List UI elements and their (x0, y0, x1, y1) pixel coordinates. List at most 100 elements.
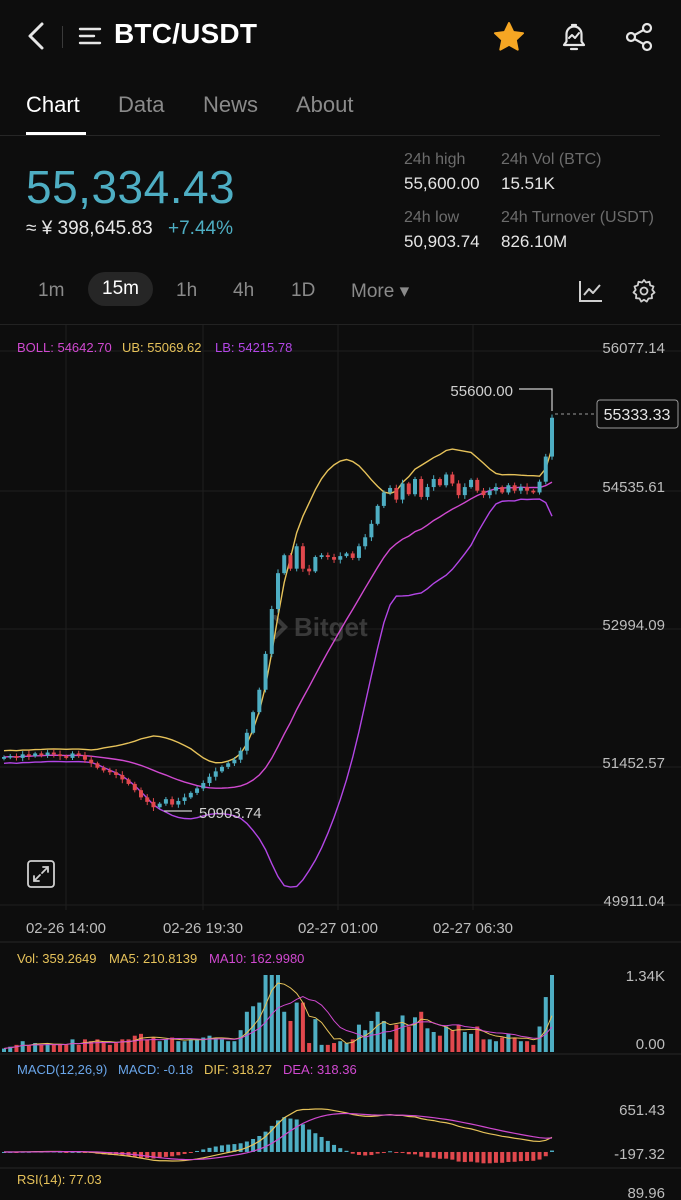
candle-body (332, 557, 337, 560)
low-label: 24h low (404, 209, 460, 226)
macd-histogram-bar (537, 1151, 542, 1160)
volume-bar (469, 1033, 474, 1052)
volume-bar (89, 1041, 94, 1052)
candle-body (170, 799, 175, 805)
bitget-watermark: Bitget (270, 612, 368, 642)
candle-body (313, 557, 318, 572)
candle-body (82, 755, 87, 760)
volume-bar (232, 1041, 237, 1052)
tab-news[interactable]: News (203, 92, 259, 117)
candle-body (493, 487, 498, 491)
macd-histogram-bar (363, 1151, 368, 1156)
macd-histogram-bar (176, 1151, 181, 1156)
candle-body (176, 800, 181, 805)
svg-text:55333.33: 55333.33 (604, 407, 671, 424)
candle-body (356, 546, 361, 558)
boll-middle-band (3, 481, 553, 789)
macd-dif-line (3, 1108, 553, 1162)
volume-bar (406, 1026, 411, 1052)
volume-bar (325, 1044, 330, 1052)
macd-histogram-bar (213, 1146, 218, 1152)
star-icon[interactable] (492, 20, 526, 54)
price-cny: ≈ ¥ 398,645.83 (26, 218, 153, 239)
candle-body (219, 766, 224, 772)
candles (2, 414, 554, 812)
macd-params: MACD(12,26,9) (17, 1062, 107, 1077)
bollinger-bands (3, 447, 553, 888)
top-bar: BTC/USDT (0, 0, 681, 72)
volume-bar (188, 1039, 193, 1052)
macd-histogram-bar (244, 1141, 249, 1152)
back-chevron-icon[interactable] (22, 20, 52, 52)
macd-histogram-bar (313, 1133, 318, 1152)
macd-value: MACD: -0.18 (118, 1062, 193, 1077)
macd-histogram-bar (356, 1151, 361, 1155)
macd-histogram-bar (2, 1151, 6, 1153)
volume-bar (163, 1039, 168, 1052)
macd-histogram-bar (70, 1151, 75, 1153)
volume-bar (2, 1048, 6, 1052)
indicator-chart-icon[interactable] (578, 279, 604, 303)
tab-about[interactable]: About (296, 92, 354, 117)
boll-mid-legend: BOLL: 54642.70 (17, 340, 112, 355)
candle-body (375, 505, 380, 524)
interval-more[interactable]: More ▾ (351, 281, 410, 302)
volume-ma10-line (3, 995, 553, 1050)
candle-body (381, 492, 386, 506)
volume-bar (462, 1032, 467, 1052)
volume-bar (45, 1043, 50, 1052)
volume-bar (107, 1044, 112, 1052)
interval-15m[interactable]: 15m (88, 272, 153, 306)
candle-body (126, 779, 131, 784)
candlestick-chart[interactable]: Bitget BOLL: 54642.70 UB: 55069.62 LB: 5… (0, 325, 681, 1200)
interval-1h[interactable]: 1h (176, 280, 198, 301)
candle-body (89, 759, 94, 764)
tab-chart[interactable]: Chart (26, 92, 80, 117)
trading-pair-title[interactable]: BTC/USDT (114, 18, 258, 49)
volume-bar (101, 1043, 106, 1052)
tab-data[interactable]: Data (118, 92, 165, 117)
macd-histogram-bar (394, 1151, 399, 1153)
macd-histogram-bar (263, 1131, 268, 1152)
volume-bar (244, 1011, 249, 1052)
interval-1d[interactable]: 1D (291, 280, 316, 301)
volume-bar (201, 1037, 206, 1052)
current-price-tag: 55333.33 (555, 399, 679, 429)
volume-bar (475, 1026, 480, 1052)
volume-bar (481, 1039, 486, 1052)
x-tick-0: 02-26 14:00 (26, 920, 106, 937)
volume-bar (413, 1017, 417, 1052)
volume-bar (176, 1041, 181, 1052)
fullscreen-expand-icon[interactable] (26, 859, 56, 889)
interval-1m[interactable]: 1m (38, 280, 65, 301)
macd-histogram-bar (201, 1149, 206, 1152)
macd-histogram-bar (64, 1151, 69, 1153)
volume-legend: Vol: 359.2649 (17, 951, 97, 966)
candle-body (157, 803, 162, 808)
macd-histogram-bar (487, 1151, 492, 1164)
volume-bar (394, 1024, 399, 1052)
candle-body (64, 756, 69, 758)
y-tick-0: 56077.14 (602, 340, 665, 357)
high-marker: 55600.00 (450, 383, 553, 411)
volume-bar (313, 1019, 318, 1052)
candle-body (288, 555, 293, 569)
volume-bar (76, 1044, 81, 1052)
candle-body (8, 756, 13, 758)
candle-body (369, 523, 374, 538)
macd-histogram-bar (300, 1124, 305, 1152)
menu-lines-icon[interactable] (78, 24, 102, 48)
price-alert-bell-icon[interactable] (557, 20, 591, 54)
macd-histogram-bar (518, 1151, 523, 1162)
chart-settings-gear-icon[interactable] (631, 278, 657, 304)
volume-bar (70, 1039, 75, 1052)
candle-body (244, 732, 249, 751)
tab-bar: Chart Data News About (0, 84, 681, 136)
volume-bar (263, 975, 268, 1052)
volume-bar (425, 1028, 430, 1052)
candle-body (132, 783, 137, 791)
interval-4h[interactable]: 4h (233, 280, 255, 301)
volume-bar (219, 1039, 224, 1052)
share-icon[interactable] (622, 20, 656, 54)
rsi-legend: RSI(14): 77.03 (17, 1172, 102, 1187)
